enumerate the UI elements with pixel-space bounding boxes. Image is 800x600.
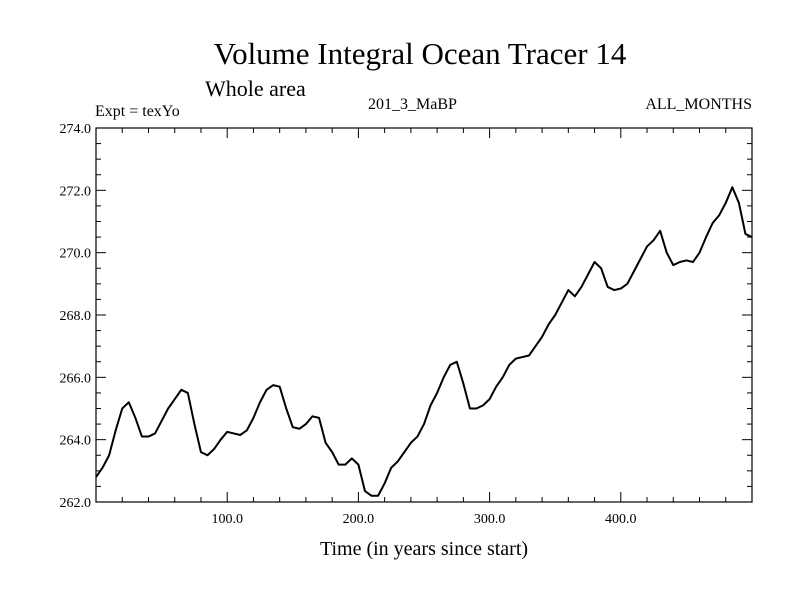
x-tick-label: 200.0 xyxy=(343,512,375,527)
chart-subtitle: Whole area xyxy=(205,76,306,101)
y-tick-label: 274.0 xyxy=(60,122,92,137)
x-axis: 100.0 200.0 300.0 400.0 xyxy=(121,128,727,527)
y-tick-label: 266.0 xyxy=(60,371,92,386)
plot-frame xyxy=(95,127,753,503)
y-tick-label: 268.0 xyxy=(60,309,92,324)
dataset-label: 201_3_MaBP xyxy=(368,96,457,113)
y-tick-label: 270.0 xyxy=(60,247,92,262)
series-line xyxy=(95,186,753,497)
y-tick-label: 272.0 xyxy=(60,184,92,199)
x-tick-label: 100.0 xyxy=(211,512,243,527)
y-tick-label: 264.0 xyxy=(60,434,92,449)
y-axis: 262.0 264.0 266.0 268.0 270.0 272.0 274.0 xyxy=(60,122,752,511)
x-tick-label: 400.0 xyxy=(605,512,637,527)
x-tick-label: 300.0 xyxy=(474,512,506,527)
x-axis-label: Time (in years since start) xyxy=(320,538,528,560)
experiment-label: Expt = texYo xyxy=(95,103,180,120)
chart-title: Volume Integral Ocean Tracer 14 xyxy=(214,36,627,71)
y-tick-label: 262.0 xyxy=(60,496,92,511)
months-label: ALL_MONTHS xyxy=(645,96,752,113)
